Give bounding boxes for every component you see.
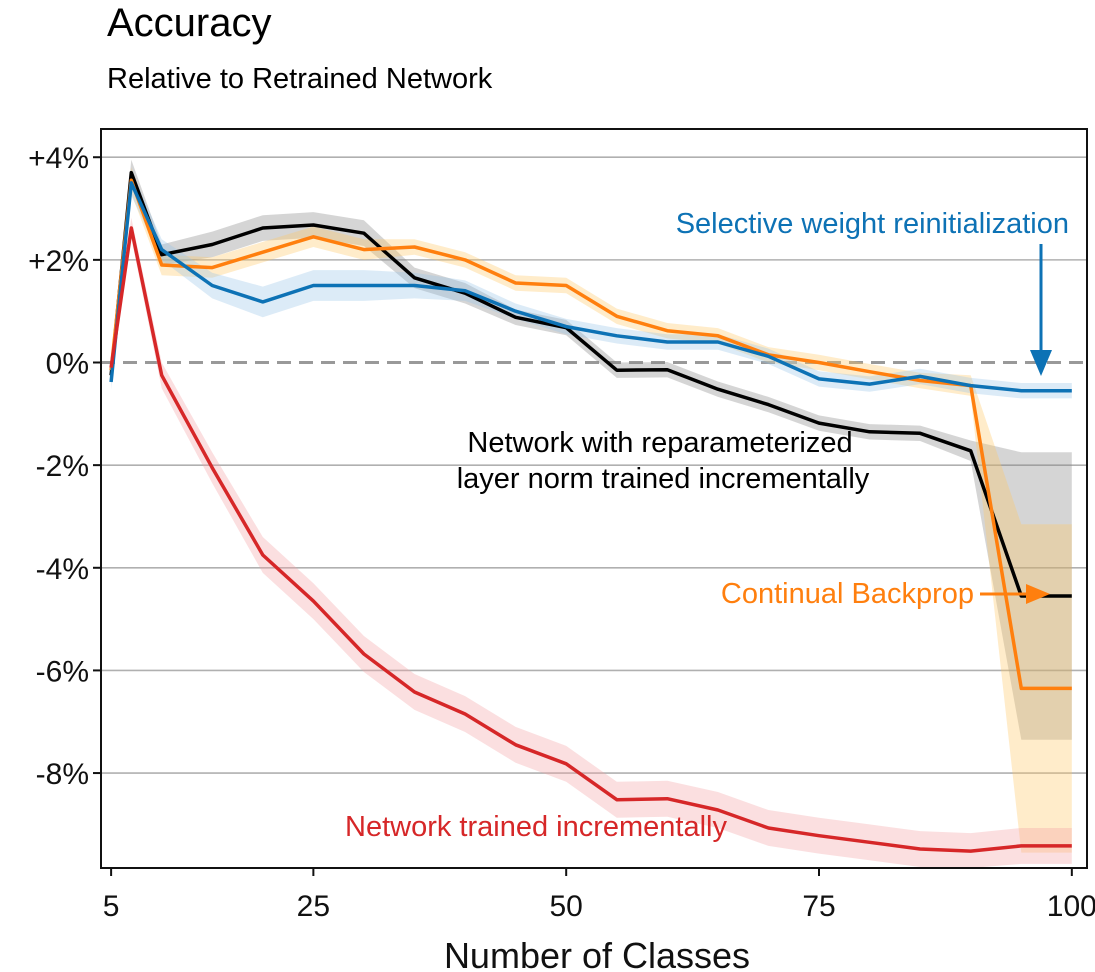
band-series-1 <box>111 167 1072 853</box>
x-axis: 5 25 50 75 100 <box>103 868 1095 923</box>
annotation-selective-weight: Selective weight reinitialization <box>676 208 1069 240</box>
confidence-bands <box>111 159 1072 869</box>
y-tick-label: +2% <box>28 245 89 278</box>
y-tick-label: -4% <box>36 553 89 586</box>
plot-frame <box>100 128 1088 869</box>
band-series-2 <box>111 170 1072 399</box>
series-lines <box>109 170 1072 853</box>
x-tick-label: 75 <box>802 890 835 923</box>
x-tick-label: 100 <box>1047 890 1095 923</box>
chart-subtitle: Relative to Retrained Network <box>107 63 493 95</box>
x-tick-label: 5 <box>103 890 120 923</box>
y-axis: +4% +2% 0% -2% -4% -6% -8% <box>28 142 101 791</box>
chart-title: Accuracy <box>107 1 272 45</box>
annotation-layer-norm-line1: Network with reparameterized <box>467 427 852 459</box>
line-series-2 <box>109 181 1072 393</box>
annotation-trained-incrementally: Network trained incrementally <box>345 811 727 843</box>
y-tick-label: +4% <box>28 142 89 175</box>
blue-arrow-head <box>1030 350 1052 376</box>
y-tick-label: -6% <box>36 655 89 688</box>
annotation-continual-backprop: Continual Backprop <box>721 578 974 610</box>
x-tick-label: 50 <box>550 890 583 923</box>
y-tick-label: -2% <box>36 450 89 483</box>
annotations: Selective weight reinitialization Networ… <box>345 208 1069 843</box>
y-tick-label: 0% <box>46 348 89 381</box>
line-series-3 <box>109 226 1072 853</box>
y-tick-label: -8% <box>36 758 89 791</box>
grid-lines <box>101 156 1087 774</box>
x-axis-label: Number of Classes <box>444 935 750 972</box>
orange-arrow-head <box>1026 584 1050 604</box>
annotation-layer-norm-line2: layer norm trained incrementally <box>457 463 870 495</box>
x-tick-label: 25 <box>297 890 330 923</box>
